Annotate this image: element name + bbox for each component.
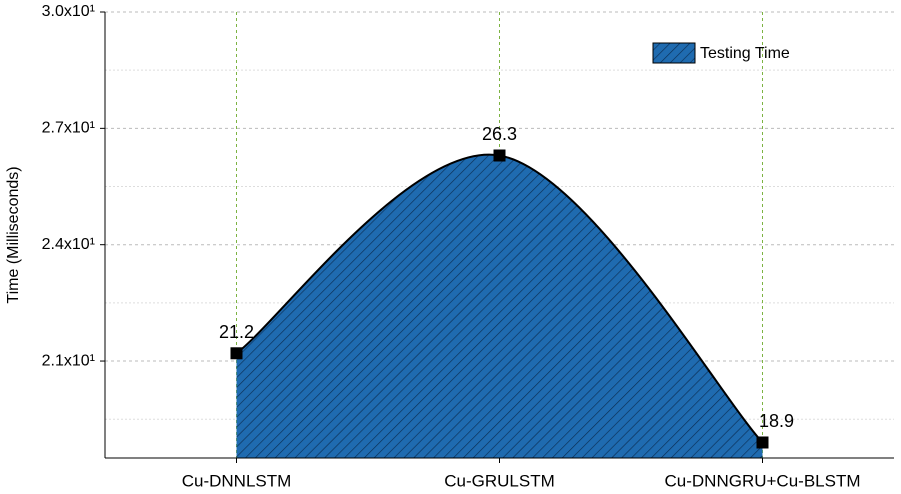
data-label: 26.3 [482, 124, 517, 144]
y-tick-label: 2.4x10¹ [42, 236, 95, 253]
data-label: 18.9 [759, 411, 794, 431]
x-tick-label: Cu-DNNGRU+Cu-BLSTM [665, 471, 861, 490]
data-label: 21.2 [219, 322, 254, 342]
legend-label: Testing Time [700, 45, 790, 62]
legend-swatch [652, 42, 696, 64]
x-tick-label: Cu-GRULSTM [444, 471, 555, 490]
y-tick-label: 2.1x10¹ [42, 352, 95, 369]
y-tick-label: 3.0x10¹ [42, 3, 95, 20]
x-tick-label: Cu-DNNLSTM [182, 471, 292, 490]
area [236, 154, 763, 458]
marker [493, 149, 506, 162]
marker [756, 436, 769, 449]
y-tick-label: 2.7x10¹ [42, 120, 95, 137]
marker [230, 347, 243, 360]
y-axis-label: Time (Milliseconds) [5, 166, 22, 303]
